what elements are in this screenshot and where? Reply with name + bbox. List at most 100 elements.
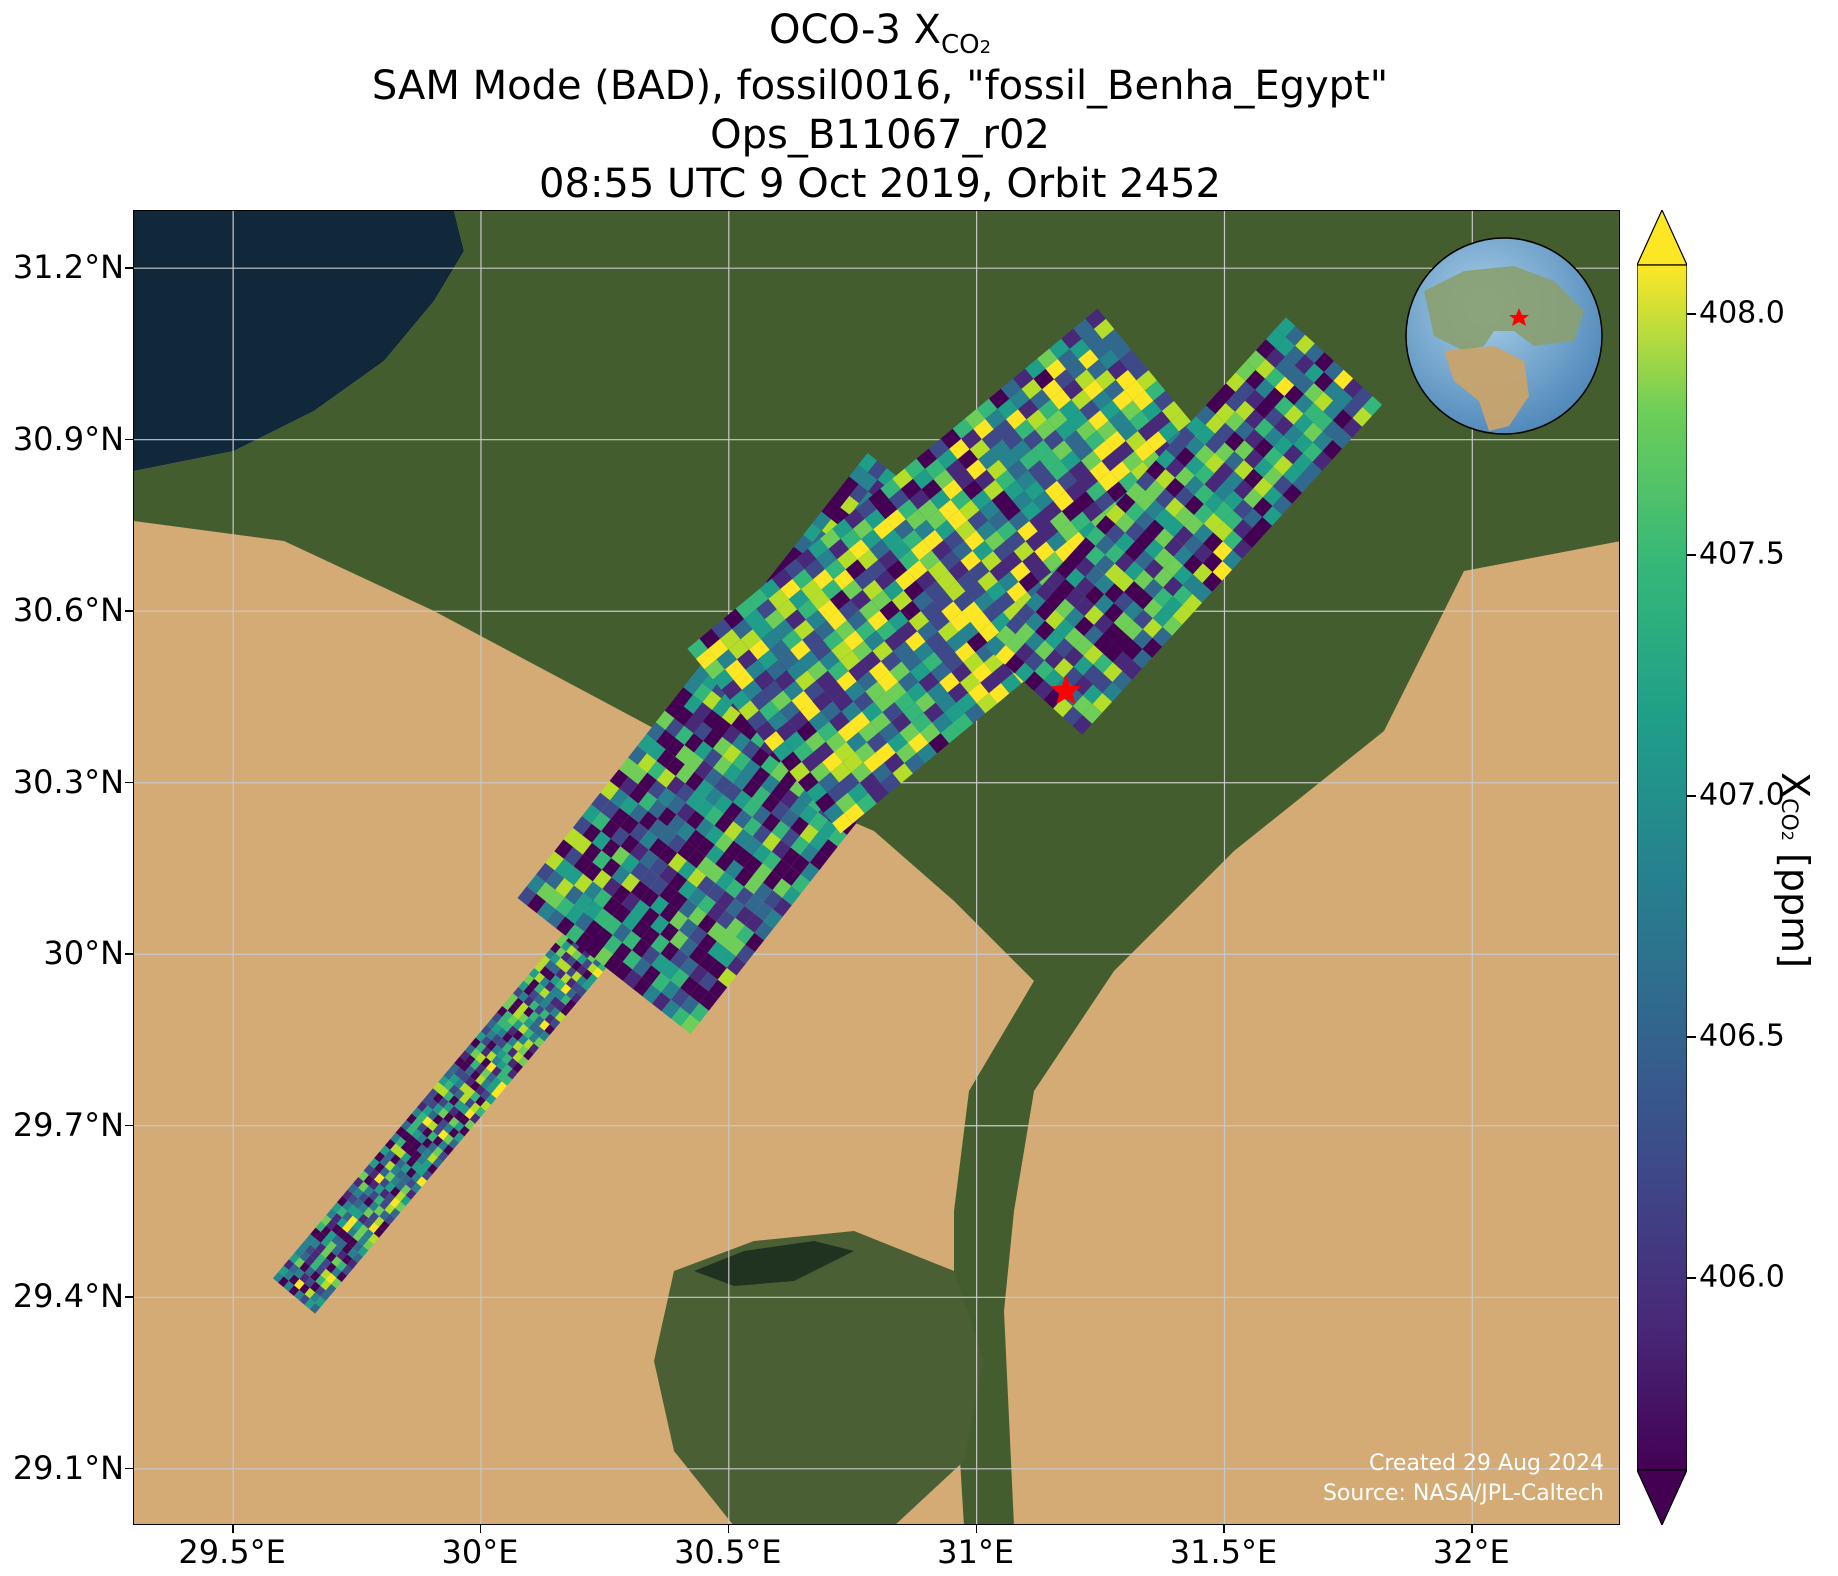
swath-footprint (390, 1175, 401, 1187)
swath-footprint (757, 649, 779, 670)
swath-footprint (278, 1265, 289, 1277)
swath-footprint (955, 520, 977, 541)
swath-footprint (502, 1042, 513, 1054)
swath-footprint (357, 1235, 369, 1246)
target-star-icon[interactable] (1050, 675, 1082, 705)
swath-footprint (820, 701, 842, 722)
swath-footprint (363, 1228, 374, 1240)
swath-footprint (411, 1118, 423, 1129)
swath-footprint (443, 1133, 454, 1145)
swath-footprint (416, 1144, 428, 1155)
swath-footprint (995, 625, 1016, 645)
swath-footprint (1164, 517, 1184, 537)
swath-footprint (401, 1120, 412, 1131)
swath-footprint (571, 971, 582, 982)
swath-footprint (480, 1089, 492, 1101)
swath-footprint (669, 930, 689, 950)
swath-footprint (405, 1189, 417, 1200)
swath-footprint (1274, 376, 1295, 397)
swath-footprint (1343, 378, 1363, 399)
swath-footprint (422, 1126, 433, 1138)
swath-footprint (1213, 501, 1234, 522)
swath-footprint (708, 638, 729, 660)
swath-footprint (572, 816, 592, 836)
swath-footprint (961, 601, 983, 622)
swath-footprint (389, 1197, 401, 1208)
swath-footprint (1244, 449, 1264, 469)
swath-footprint (612, 904, 632, 924)
swath-footprint (660, 941, 680, 962)
swath-footprint (1124, 561, 1144, 581)
swath-footprint (571, 992, 582, 1004)
swath-footprint (576, 986, 587, 997)
swath-footprint (379, 1220, 390, 1232)
swath-footprint (1017, 521, 1038, 542)
swath-footprint (347, 1183, 359, 1194)
swath-footprint (385, 1139, 396, 1150)
swath-footprint (1084, 605, 1104, 625)
swath-footprint (539, 955, 551, 966)
swath-footprint (699, 991, 719, 1011)
swath-footprint (988, 683, 1010, 704)
swath-footprint (507, 1057, 518, 1069)
swath-footprint (320, 1258, 332, 1269)
swath-footprint (475, 1042, 487, 1053)
swath-footprint (1313, 411, 1333, 432)
swath-footprint (1163, 576, 1183, 597)
map-panel[interactable]: Created 29 Aug 2024 Source: NASA/JPL-Cal… (133, 210, 1620, 1525)
swath-footprint (1003, 480, 1025, 501)
swath-footprint (817, 721, 838, 742)
swath-footprint (406, 1124, 417, 1136)
swath-footprint (865, 681, 886, 702)
swath-footprint (1118, 471, 1140, 492)
swath-footprint (539, 966, 551, 977)
swath-footprint (533, 1037, 545, 1048)
swath-footprint (545, 851, 564, 871)
swath-footprint (1117, 420, 1138, 441)
swath-footprint (823, 802, 845, 824)
swath-footprint (507, 1047, 518, 1058)
swath-footprint (620, 834, 640, 854)
swath-footprint (642, 984, 662, 1004)
swath-footprint (927, 560, 949, 581)
swath-footprint (1155, 469, 1176, 489)
swath-footprint (592, 831, 611, 851)
swath-footprint (707, 941, 727, 961)
swath-footprint (358, 1192, 369, 1203)
swath-footprint (1032, 490, 1054, 511)
lat-tick-label: 30.9°N (12, 419, 124, 458)
swath-footprint (528, 1043, 539, 1054)
swath-footprint (1043, 429, 1065, 451)
swath-footprint (1254, 438, 1274, 458)
swath-footprint (363, 1175, 375, 1186)
swath-footprint (983, 479, 1004, 501)
swath-footprint (1135, 491, 1156, 511)
swath-footprint (840, 528, 862, 550)
swath-footprint (310, 1227, 321, 1239)
swath-footprint (792, 568, 813, 590)
lat-tick-label: 29.4°N (12, 1277, 124, 1316)
swath-footprint (849, 484, 869, 504)
swath-footprint (881, 529, 903, 550)
swath-footprint (1092, 673, 1113, 693)
swath-footprint (1142, 618, 1163, 638)
swath-footprint (1105, 524, 1126, 544)
swath-footprint (1203, 512, 1224, 533)
swath-footprint (1154, 548, 1174, 568)
swath-footprint (1232, 519, 1253, 539)
swath-footprint (842, 579, 863, 600)
swath-footprint (1084, 625, 1104, 645)
swath-footprint (1054, 541, 1076, 563)
swath-footprint (704, 767, 723, 787)
swath-footprint (641, 946, 661, 966)
swath-footprint (1076, 420, 1097, 441)
swath-footprint (491, 1044, 502, 1056)
swath-footprint (347, 1204, 359, 1216)
swath-footprint (725, 659, 746, 680)
swath-footprint (780, 578, 801, 600)
swath-footprint (390, 1154, 401, 1165)
swath-footprint (544, 959, 556, 971)
lat-tick-label: 30°N (43, 934, 124, 973)
swath-footprint (929, 611, 950, 632)
swath-footprint (544, 992, 556, 1003)
